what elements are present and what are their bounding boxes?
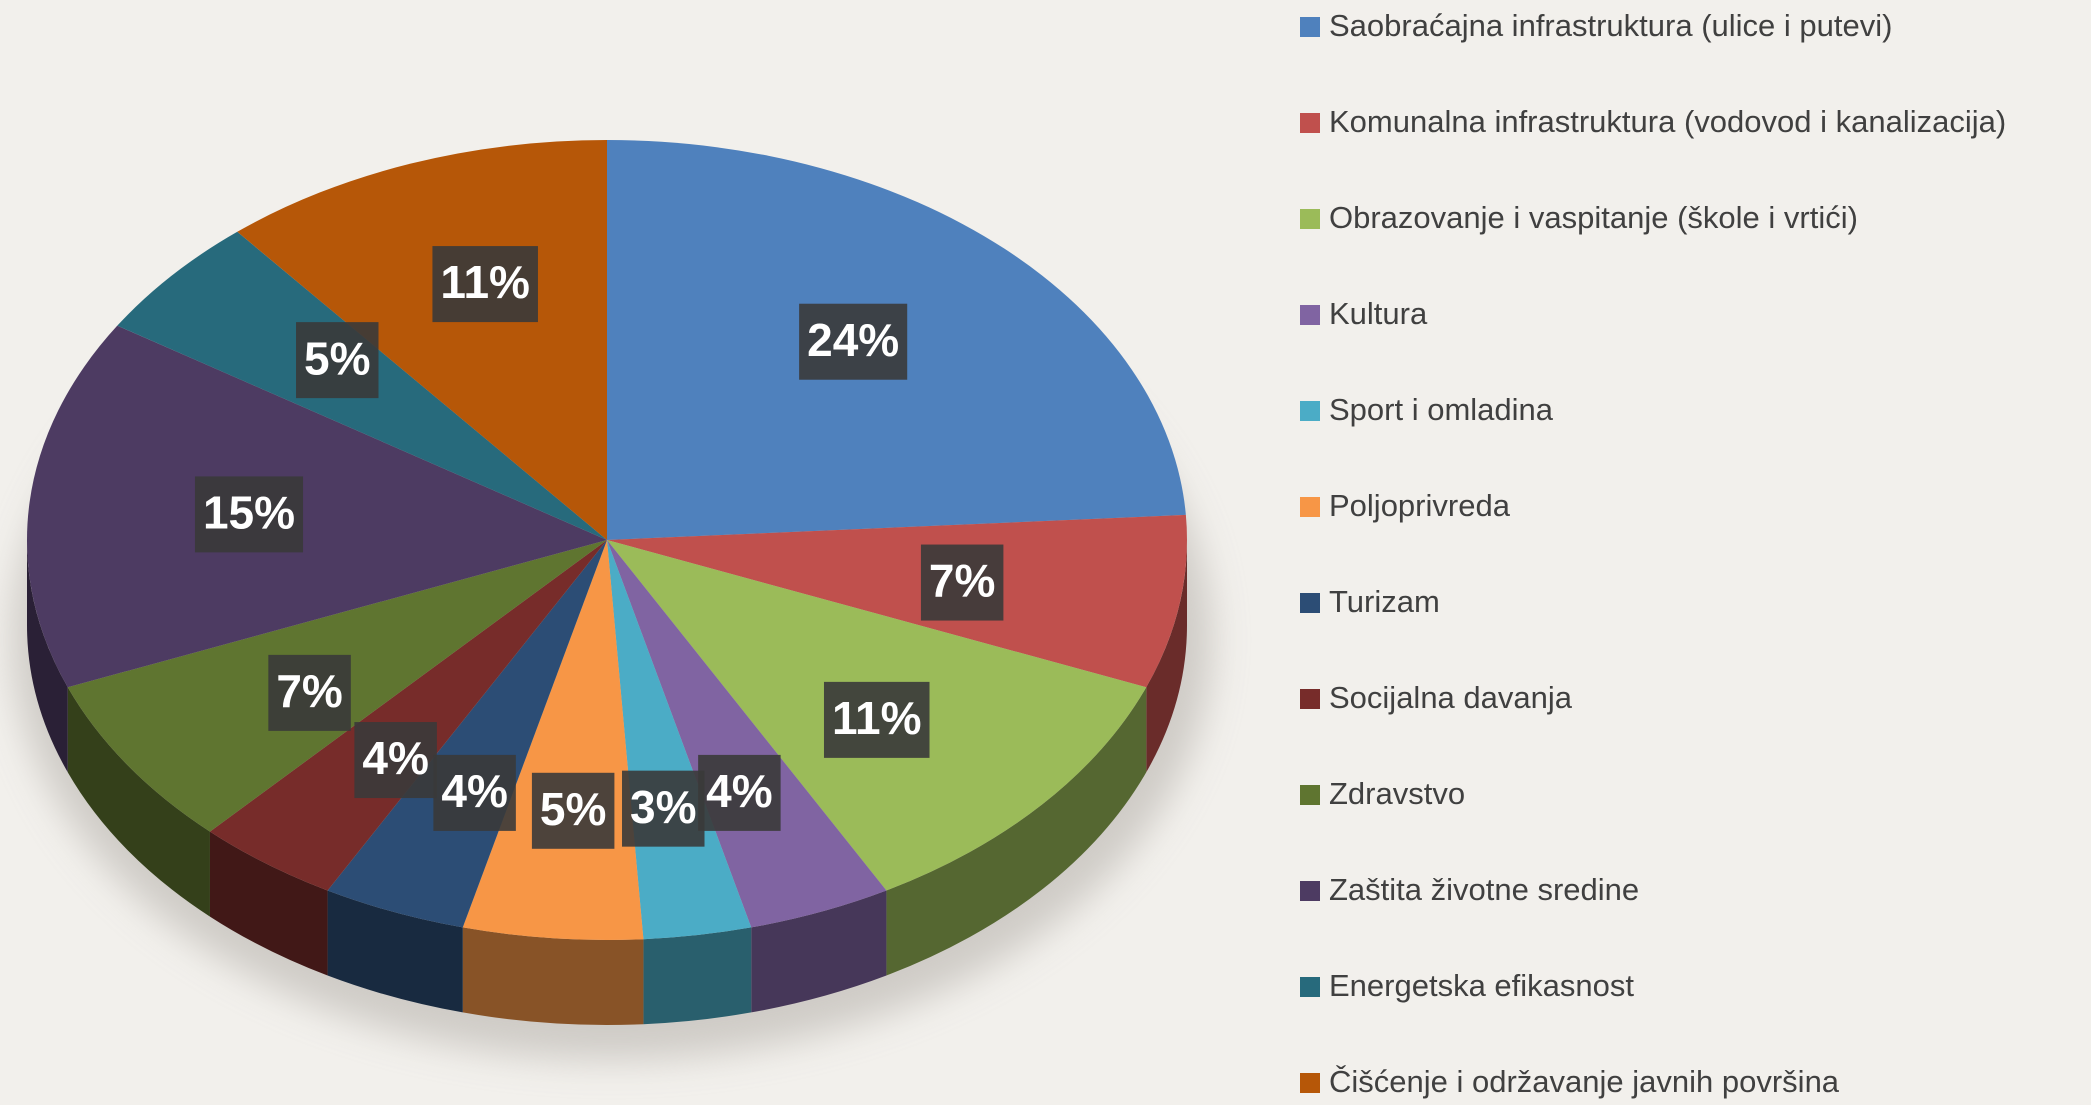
legend-swatch [1300,209,1320,229]
legend-swatch [1300,305,1320,325]
data-label-box [194,476,304,553]
legend-swatch [1300,497,1320,517]
pie-slice [26,325,607,688]
data-label-box [268,654,351,731]
data-label: 11% [440,256,530,308]
legend-swatch [1300,17,1320,37]
data-label-group: 4% [698,754,781,831]
pie-slice [607,514,1187,688]
pie-side [886,687,1147,976]
data-label-box [531,772,615,849]
pie-side [1146,540,1187,773]
legend-swatch [1300,593,1320,613]
pie-side [327,890,463,1013]
pie-side [209,831,328,976]
data-label-group: 5% [531,772,615,849]
data-label: 4% [706,765,772,817]
data-label-box [354,722,437,799]
legend-swatch [1300,977,1320,997]
legend-swatch [1300,113,1320,133]
data-label: 4% [362,732,428,784]
legend-label: Komunalna infrastruktura (vodovod i kana… [1329,104,2006,139]
data-label-group: 3% [622,770,705,847]
data-label: 4% [441,765,507,817]
pie-side [751,890,887,1013]
data-label-box [920,544,1004,621]
legend-swatch [1300,881,1320,901]
data-label-box [698,754,781,831]
legend-label: Energetska efikasnost [1329,968,1634,1003]
legend-label: Obrazovanje i vaspitanje (škole i vrtići… [1329,200,1858,235]
pie-slice [209,540,607,891]
legend-label: Poljoprivreda [1329,488,1511,523]
data-label-group: 5% [296,322,379,399]
data-label-box [823,681,930,758]
data-label-group: 11% [432,246,538,323]
data-label: 5% [540,783,606,835]
data-label-group: 4% [433,754,516,831]
legend-label: Zaštita životne sredine [1329,872,1639,907]
data-label-box [433,754,516,831]
data-label-group: 7% [268,654,351,731]
data-label: 24% [807,314,899,366]
legend-swatch [1300,785,1320,805]
data-label: 7% [276,665,342,717]
data-label-group: 7% [920,544,1004,621]
legend-label: Saobraćajna infrastruktura (ulice i pute… [1329,8,1892,43]
pie-side [643,927,752,1025]
pie-side [462,927,644,1025]
legend-label: Socijalna davanja [1329,680,1573,715]
data-label: 15% [203,487,295,539]
data-label: 3% [630,781,696,833]
data-label-group: 24% [799,303,908,380]
legend-label: Čišćenje i održavanje javnih površina [1329,1064,1840,1099]
pie-side [67,687,210,917]
legend-label: Zdravstvo [1329,776,1465,811]
legend-label: Turizam [1329,584,1440,619]
data-label: 5% [304,332,370,384]
legend-swatch [1300,689,1320,709]
data-label-box [296,322,379,399]
data-label: 7% [929,555,995,607]
legend-swatch [1300,401,1320,421]
data-label-group: 15% [194,476,304,553]
data-label-group: 11% [823,681,930,758]
legend-swatch [1300,1073,1320,1093]
pie-slice [327,540,607,928]
data-label-box [799,303,908,380]
data-label-group: 4% [354,722,437,799]
pie-side [27,540,68,773]
pie-slice [607,540,887,928]
data-label-box [622,770,705,847]
pie-slice [237,140,608,540]
legend-label: Kultura [1329,296,1428,331]
data-label: 11% [832,692,922,744]
legend-label: Sport i omladina [1329,392,1554,427]
data-label-box [432,246,538,323]
